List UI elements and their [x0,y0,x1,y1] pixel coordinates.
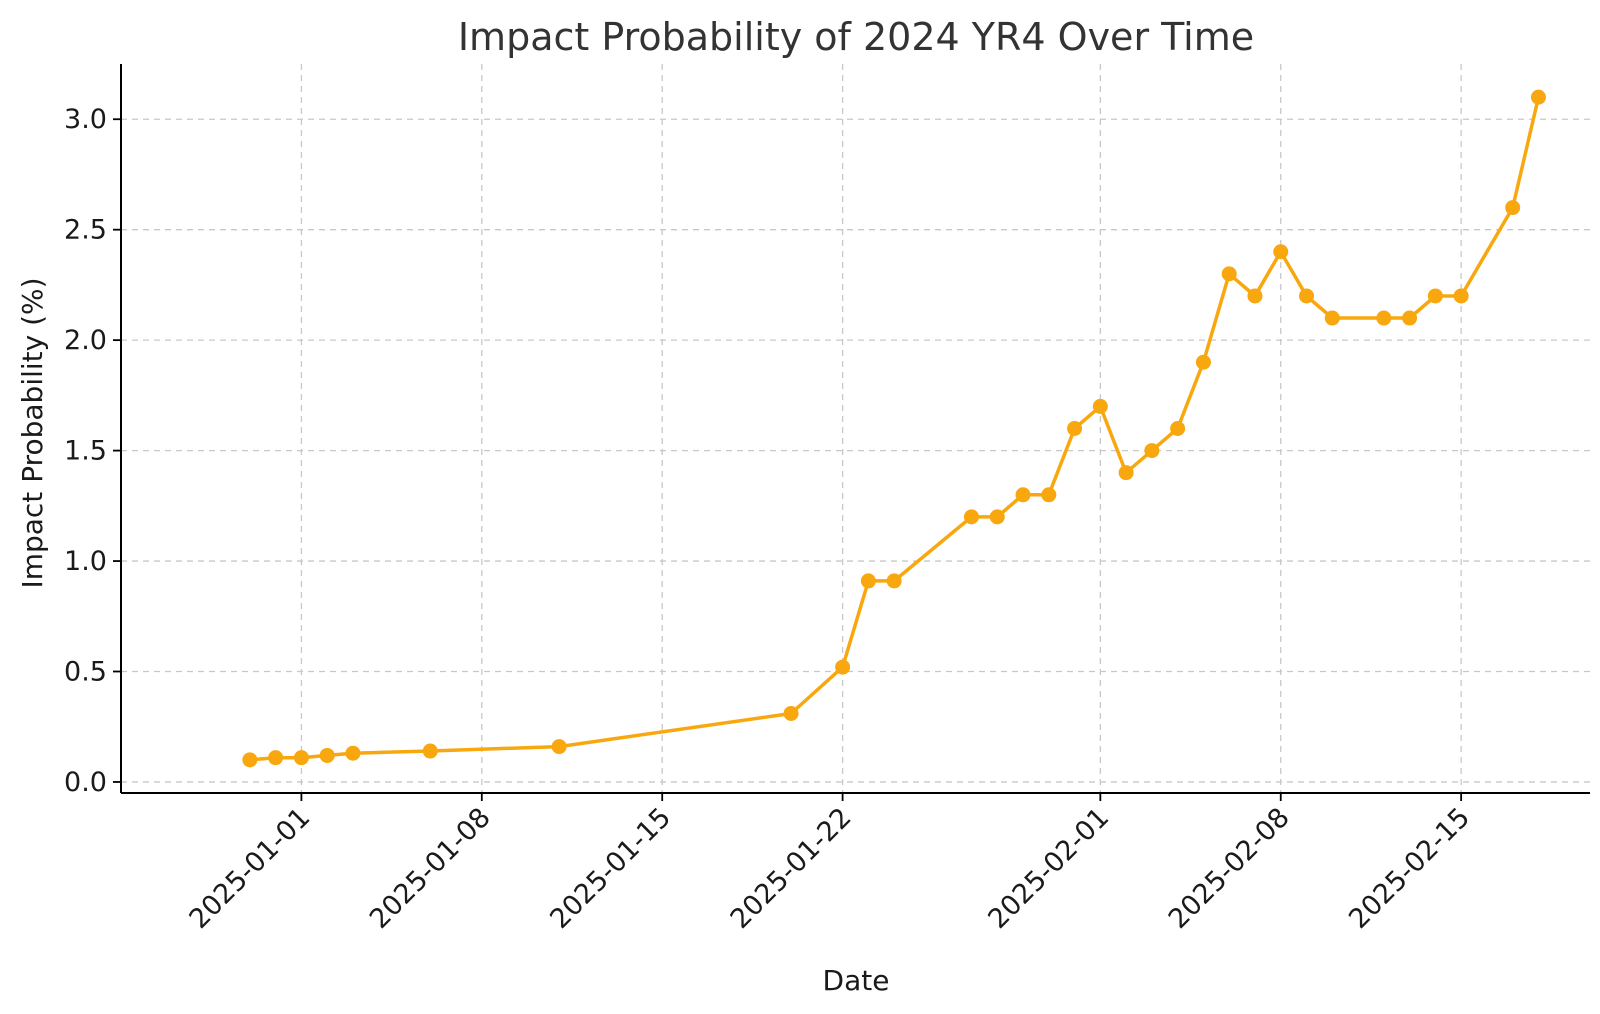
y-axis-ticks: 0.0 0.5 1.0 1.5 2.0 2.5 3.0 [64,104,121,798]
y-tick-label: 3.0 [64,104,107,135]
data-point [1221,266,1237,282]
chart-title: Impact Probability of 2024 YR4 Over Time [458,15,1254,59]
data-point [345,745,361,761]
x-tick-label: 2025-01-22 [725,802,858,935]
x-axis-label: Date [823,964,890,997]
data-point [1118,465,1134,481]
data-point [1170,421,1186,436]
data-point [886,573,902,589]
data-point [1324,310,1340,326]
data-point [1376,310,1392,326]
data-point [1247,288,1263,304]
data-point [1402,310,1418,326]
data-point [989,509,1005,525]
series-line [249,96,1541,762]
data-point [1427,288,1443,304]
y-tick-label: 2.5 [64,215,107,246]
x-tick-label: 2025-02-15 [1343,802,1476,935]
data-point [1273,244,1289,260]
axes [120,64,1590,794]
data-point [1505,200,1521,216]
data-point [1144,443,1160,459]
data-point [1453,288,1469,304]
data-point [551,739,567,755]
data-point [1067,421,1083,436]
y-tick-label: 1.5 [64,436,107,467]
x-tick-label: 2025-01-08 [364,802,497,935]
data-point [293,750,309,766]
x-axis-ticks: 2025-01-01 2025-01-08 2025-01-15 2025-01-22… [183,793,1476,935]
x-tick-label: 2025-01-01 [183,802,316,935]
data-point [963,509,979,525]
y-axis-label: Impact Probability (%) [16,277,49,588]
data-point [422,743,438,759]
x-tick-label: 2025-01-15 [544,802,677,935]
data-point [1299,288,1315,304]
data-point [268,750,284,766]
data-point [860,573,876,589]
grid-lines [121,64,1590,793]
x-tick-label: 2025-02-01 [982,802,1115,935]
y-tick-label: 0.0 [64,767,107,798]
data-point [319,747,335,763]
y-tick-label: 0.5 [64,657,107,688]
data-point [242,752,258,768]
data-point [1195,354,1211,370]
data-point [1092,398,1108,414]
data-point [835,659,851,675]
data-point [783,705,799,721]
data-point [1041,487,1057,503]
data-point [1015,487,1031,503]
x-tick-label: 2025-02-08 [1163,802,1296,935]
y-tick-label: 1.0 [64,546,107,577]
y-tick-label: 2.0 [64,325,107,356]
data-point [1530,89,1546,105]
data-points [242,89,1546,768]
